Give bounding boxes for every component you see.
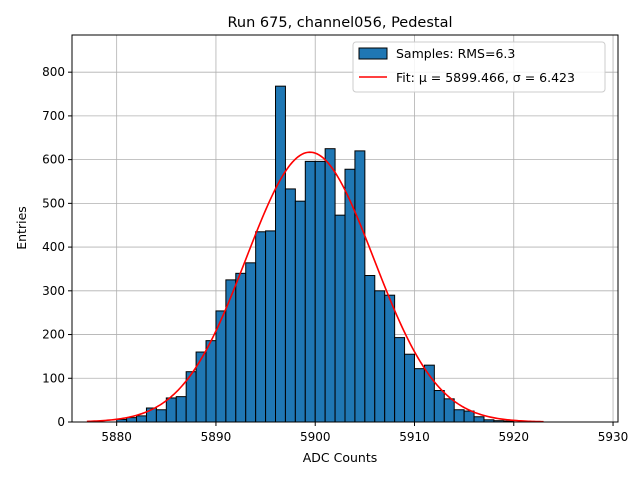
histogram-bar <box>235 272 247 423</box>
histogram-bar <box>354 150 366 423</box>
histogram-bar <box>265 230 277 423</box>
y-tick-label: 400 <box>42 240 65 254</box>
histogram-bar <box>255 231 267 423</box>
y-tick-label: 600 <box>42 153 65 167</box>
histogram-bar <box>433 390 445 423</box>
histogram-bar <box>175 396 187 423</box>
histogram-bar <box>205 340 217 423</box>
chart-title: Run 675, channel056, Pedestal <box>227 15 452 31</box>
histogram-bar <box>284 188 296 423</box>
y-tick-label: 200 <box>42 328 65 342</box>
y-tick-label: 700 <box>42 109 65 123</box>
histogram-bar <box>463 410 475 423</box>
histogram-bar <box>364 275 376 423</box>
legend-box <box>352 41 606 93</box>
histogram-bar <box>394 337 406 423</box>
legend: Samples: RMS=6.3 Fit: μ = 5899.466, σ = … <box>352 41 606 93</box>
histogram-bar <box>225 279 237 423</box>
histogram-bar <box>443 398 455 423</box>
y-tick-label: 800 <box>42 65 65 79</box>
x-axis-ticks: 5880 5890 5900 5910 5920 5930 <box>101 422 628 444</box>
histogram-bar <box>275 85 286 423</box>
x-tick-label: 5930 <box>598 430 629 444</box>
histogram-bar <box>324 148 336 423</box>
y-tick-label: 300 <box>42 284 65 298</box>
y-axis-label: Entries <box>14 206 29 250</box>
histogram-bar <box>245 262 257 423</box>
histogram-bar <box>334 214 346 423</box>
legend-swatch-samples <box>358 47 388 60</box>
plot-frame <box>71 34 619 423</box>
x-tick-label: 5890 <box>201 430 232 444</box>
x-tick-label: 5910 <box>399 430 430 444</box>
fit-curve-layer <box>86 151 544 423</box>
histogram-bar <box>404 353 415 423</box>
histogram-bar <box>384 294 396 423</box>
x-tick-label: 5900 <box>300 430 331 444</box>
y-tick-label: 0 <box>57 415 65 429</box>
histogram-bar <box>314 160 326 423</box>
histogram-bar <box>473 416 485 423</box>
histogram-bar <box>165 397 177 423</box>
histogram-bar <box>294 200 306 423</box>
legend-label-samples: Samples: RMS=6.3 <box>396 46 515 61</box>
histogram-bar <box>413 368 425 423</box>
grid <box>72 35 618 423</box>
x-axis-label: ADC Counts <box>303 450 378 465</box>
y-tick-label: 100 <box>42 371 65 385</box>
histogram-bar <box>374 290 386 423</box>
histogram-bar <box>195 351 207 423</box>
histogram-bar <box>155 409 167 423</box>
histogram-bar <box>304 160 316 423</box>
y-tick-label: 500 <box>42 196 65 210</box>
legend-label-fit: Fit: μ = 5899.466, σ = 6.423 <box>396 70 575 85</box>
histogram-bar <box>126 417 138 423</box>
y-axis-ticks: 0 100 200 300 400 500 600 700 800 <box>42 65 72 429</box>
x-tick-label: 5880 <box>101 430 132 444</box>
x-tick-label: 5920 <box>498 430 529 444</box>
histogram-bar <box>453 409 465 423</box>
histogram-bars <box>116 85 515 423</box>
fit-curve <box>86 151 544 423</box>
histogram-bar <box>423 364 435 423</box>
histogram-bar <box>136 415 147 423</box>
